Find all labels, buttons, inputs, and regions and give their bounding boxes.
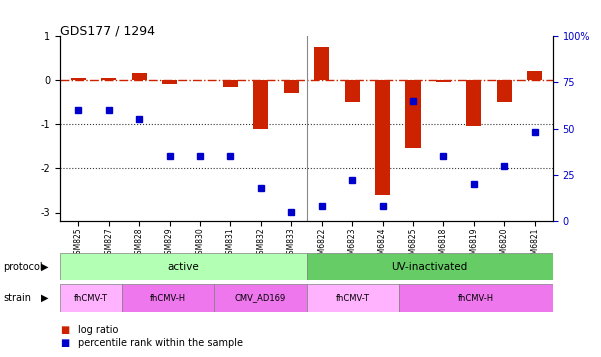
- Text: GDS177 / 1294: GDS177 / 1294: [60, 25, 155, 38]
- Bar: [399, 284, 553, 312]
- Text: strain: strain: [3, 293, 31, 303]
- Bar: [71, 78, 86, 80]
- Bar: [214, 284, 307, 312]
- Bar: [307, 284, 399, 312]
- Text: fhCMV-H: fhCMV-H: [150, 293, 186, 303]
- Bar: [496, 80, 512, 102]
- Bar: [60, 284, 121, 312]
- Bar: [344, 80, 360, 102]
- Text: protocol: protocol: [3, 262, 43, 272]
- Text: log ratio: log ratio: [78, 325, 118, 335]
- Text: ■: ■: [60, 325, 69, 335]
- Bar: [132, 73, 147, 80]
- Text: ■: ■: [60, 338, 69, 348]
- Text: UV-inactivated: UV-inactivated: [392, 262, 468, 272]
- Bar: [406, 80, 421, 149]
- Text: ▶: ▶: [41, 293, 48, 303]
- Bar: [223, 80, 238, 86]
- Bar: [101, 78, 117, 80]
- Text: fhCMV-H: fhCMV-H: [458, 293, 494, 303]
- Bar: [436, 80, 451, 82]
- Text: percentile rank within the sample: percentile rank within the sample: [78, 338, 243, 348]
- Bar: [314, 47, 329, 80]
- Text: fhCMV-T: fhCMV-T: [336, 293, 370, 303]
- Text: ▶: ▶: [41, 262, 48, 272]
- Bar: [375, 80, 390, 195]
- Bar: [284, 80, 299, 93]
- Bar: [527, 71, 542, 80]
- Bar: [60, 253, 307, 280]
- Bar: [466, 80, 481, 126]
- Text: active: active: [168, 262, 199, 272]
- Bar: [162, 80, 177, 84]
- Bar: [253, 80, 269, 129]
- Bar: [121, 284, 214, 312]
- Bar: [307, 253, 553, 280]
- Text: CMV_AD169: CMV_AD169: [234, 293, 286, 303]
- Text: fhCMV-T: fhCMV-T: [74, 293, 108, 303]
